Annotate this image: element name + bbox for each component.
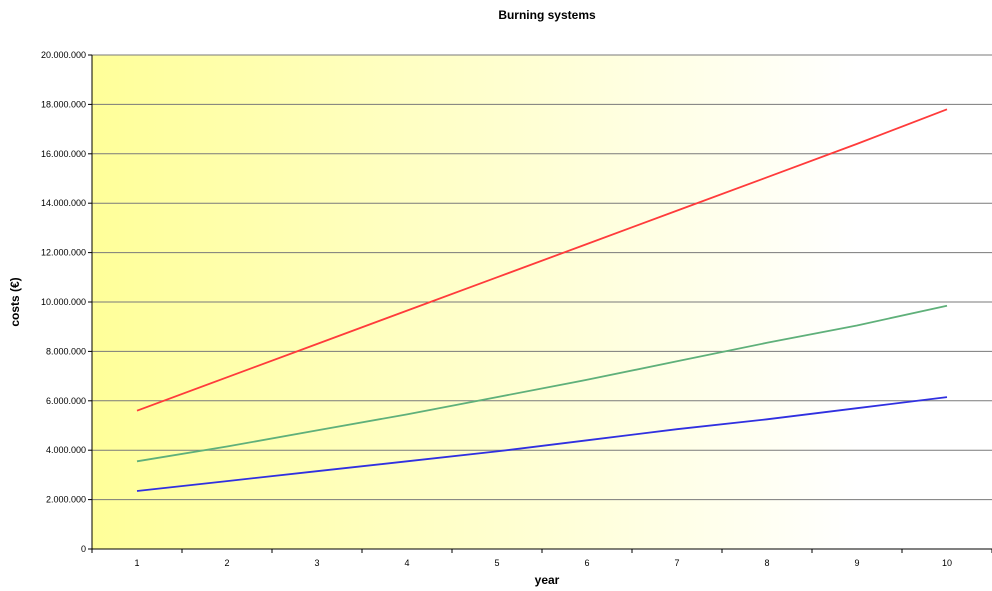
x-tick-label: 4 [404,558,409,568]
y-tick-label: 12.000.000 [41,248,86,258]
y-tick-label: 18.000.000 [41,99,86,109]
y-tick-label: 10.000.000 [41,297,86,307]
series-line-1 [136,108,948,412]
x-tick-label: 7 [674,558,679,568]
series-line-2 [136,304,948,463]
series-group [136,108,948,492]
x-tick-label: 6 [584,558,589,568]
x-tick-label: 5 [494,558,499,568]
y-tick-label: 6.000.000 [46,396,86,406]
x-axis-title: year [535,573,560,587]
x-tick-label: 9 [854,558,859,568]
y-tick-label: 2.000.000 [46,495,86,505]
y-tick-label: 0 [81,544,86,554]
x-tick-label: 8 [764,558,769,568]
x-tick-label: 3 [314,558,319,568]
y-axis-title: costs (€) [8,277,22,326]
y-tick-label: 14.000.000 [41,198,86,208]
grid [92,54,992,501]
y-tick-label: 16.000.000 [41,149,86,159]
y-tick-label: 20.000.000 [41,50,86,60]
series-line-3 [136,396,948,492]
y-tick-label: 4.000.000 [46,445,86,455]
x-tick-label: 2 [224,558,229,568]
chart-title: Burning systems [498,8,596,22]
tick-labels: 0 2.000.000 4.000.000 6.000.000 8.000.000 10.… [41,50,952,568]
x-tick-label: 1 [134,558,139,568]
axes [88,54,992,553]
y-tick-label: 8.000.000 [46,346,86,356]
x-tick-label: 10 [942,558,952,568]
